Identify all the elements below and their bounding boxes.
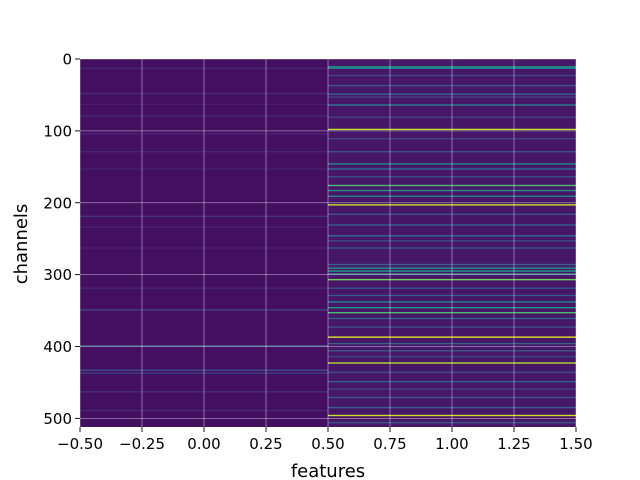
x-axis: −0.50 −0.25 0.00 0.25 0.50 0.75 1.00 1.25 1.50 (57, 427, 593, 453)
x-tick-label: 0.50 (311, 435, 344, 453)
x-tick-label: 1.50 (559, 435, 592, 453)
y-tick-label: 300 (43, 266, 72, 284)
y-tick-label: 100 (43, 122, 72, 140)
y-tick-label: 0 (62, 51, 72, 69)
plot-area (79, 58, 577, 427)
x-tick-label: 1.25 (497, 435, 530, 453)
x-tick-label: −0.25 (119, 435, 165, 453)
y-axis-label: channels (11, 204, 32, 285)
x-axis-label: features (291, 461, 365, 480)
x-tick-label: 1.00 (435, 435, 468, 453)
x-tick-label: 0.25 (249, 435, 282, 453)
y-tick-label: 200 (43, 194, 72, 212)
x-tick-label: 0.75 (373, 435, 406, 453)
y-axis: 0 100 200 300 400 500 (43, 51, 80, 428)
y-tick-label: 500 (43, 410, 72, 428)
y-tick-label: 400 (43, 338, 72, 356)
x-tick-label: −0.50 (57, 435, 103, 453)
x-tick-label: 0.00 (187, 435, 220, 453)
